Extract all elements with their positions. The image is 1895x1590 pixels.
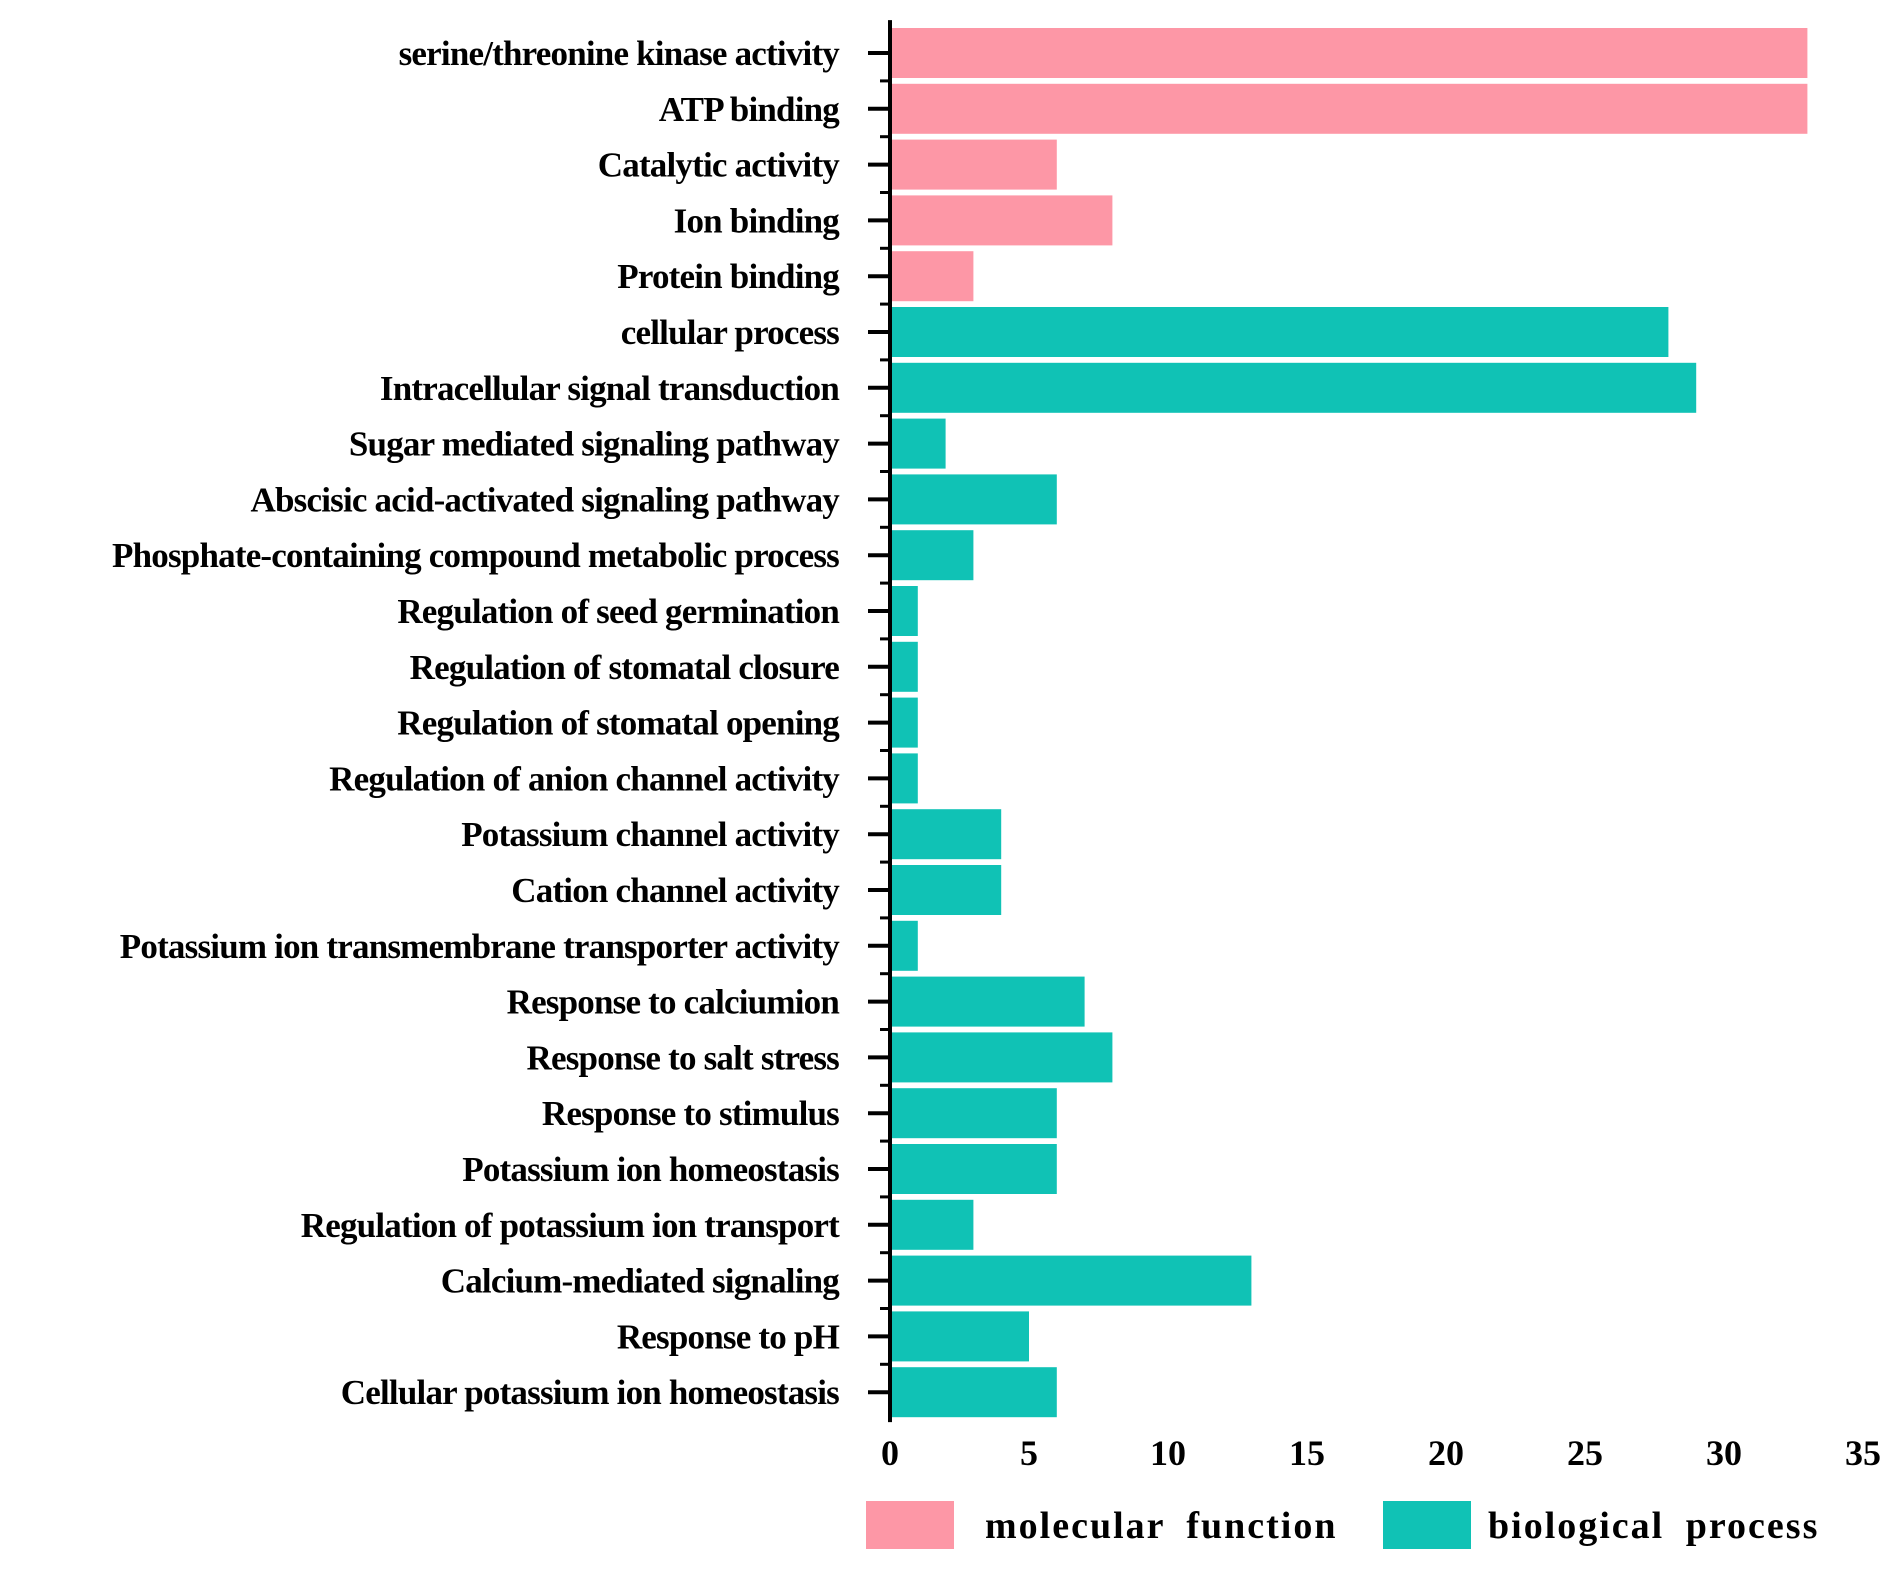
- category-label: Calcium-mediated signaling: [441, 1262, 841, 1301]
- bar: [890, 418, 946, 469]
- x-tick-label: 25: [1567, 1433, 1603, 1473]
- bar: [890, 865, 1002, 915]
- legend: molecular function biological process: [866, 1501, 1819, 1549]
- bar: [890, 641, 918, 692]
- bars-group: [890, 28, 1808, 1418]
- bar: [890, 362, 1697, 413]
- category-label: serine/threonine kinase activity: [399, 34, 841, 73]
- x-tick-label: 35: [1845, 1433, 1881, 1473]
- category-label: Abscisic acid-activated signaling pathwa…: [251, 480, 841, 519]
- legend-swatch: [866, 1501, 954, 1549]
- category-label: Sugar mediated signaling pathway: [349, 425, 840, 464]
- legend-swatch: [1383, 1501, 1471, 1549]
- category-label: Regulation of stomatal closure: [410, 648, 840, 687]
- category-label: Catalytic activity: [598, 146, 841, 185]
- category-label: Cation channel activity: [511, 871, 840, 910]
- category-label: Phosphate-containing compound metabolic …: [112, 536, 839, 575]
- category-label: Potassium channel activity: [461, 815, 840, 854]
- x-tick-label: 10: [1150, 1433, 1186, 1473]
- x-tick-label: 30: [1706, 1433, 1742, 1473]
- bar: [890, 474, 1057, 525]
- y-axis-ticks-group: [868, 51, 890, 1395]
- x-tick-label: 15: [1289, 1433, 1325, 1473]
- bar: [890, 1311, 1029, 1362]
- bar: [890, 753, 918, 804]
- bar: [890, 920, 918, 971]
- category-label: Response to stimulus: [542, 1094, 839, 1133]
- bar: [890, 1199, 974, 1250]
- category-label: Cellular potassium ion homeostasis: [341, 1373, 839, 1412]
- category-label: Ion binding: [674, 201, 841, 240]
- legend-label: molecular function: [985, 1505, 1337, 1547]
- category-label: Regulation of anion channel activity: [329, 759, 840, 798]
- bar: [890, 1144, 1057, 1194]
- category-label: Potassium ion transmembrane transporter …: [120, 927, 840, 966]
- x-axis-ticks-group: 0 5 10 15 20 25 30 35: [881, 1433, 1881, 1473]
- bar: [890, 195, 1113, 246]
- bar: [890, 307, 1669, 357]
- legend-label: biological process: [1488, 1505, 1819, 1547]
- bar: [890, 139, 1057, 190]
- bar: [890, 1255, 1252, 1306]
- bar: [890, 1088, 1057, 1139]
- category-label: Response to salt stress: [527, 1038, 840, 1077]
- category-label: Regulation of potassium ion transport: [301, 1206, 840, 1245]
- category-label: Response to calciumion: [507, 983, 840, 1022]
- category-label: Regulation of seed germination: [397, 592, 839, 631]
- category-labels-group: serine/threonine kinase activity ATP bind…: [112, 34, 841, 1412]
- category-label: Regulation of stomatal opening: [397, 704, 840, 743]
- category-label: cellular process: [621, 313, 839, 352]
- category-label: Protein binding: [617, 257, 840, 296]
- bar: [890, 251, 974, 302]
- category-label: Potassium ion homeostasis: [462, 1150, 839, 1189]
- bar: [890, 586, 918, 636]
- category-label: ATP binding: [659, 90, 841, 129]
- bar: [890, 83, 1808, 134]
- x-tick-label: 20: [1428, 1433, 1464, 1473]
- bar: [890, 530, 974, 581]
- category-label: Response to pH: [617, 1317, 840, 1356]
- bar: [890, 697, 918, 748]
- category-label: Intracellular signal transduction: [380, 369, 839, 408]
- bar: [890, 1367, 1057, 1418]
- bar: [890, 809, 1002, 860]
- x-tick-label: 5: [1020, 1433, 1038, 1473]
- bar: [890, 28, 1808, 78]
- bar: [890, 976, 1085, 1027]
- bar: [890, 1032, 1113, 1083]
- x-tick-label: 0: [881, 1433, 899, 1473]
